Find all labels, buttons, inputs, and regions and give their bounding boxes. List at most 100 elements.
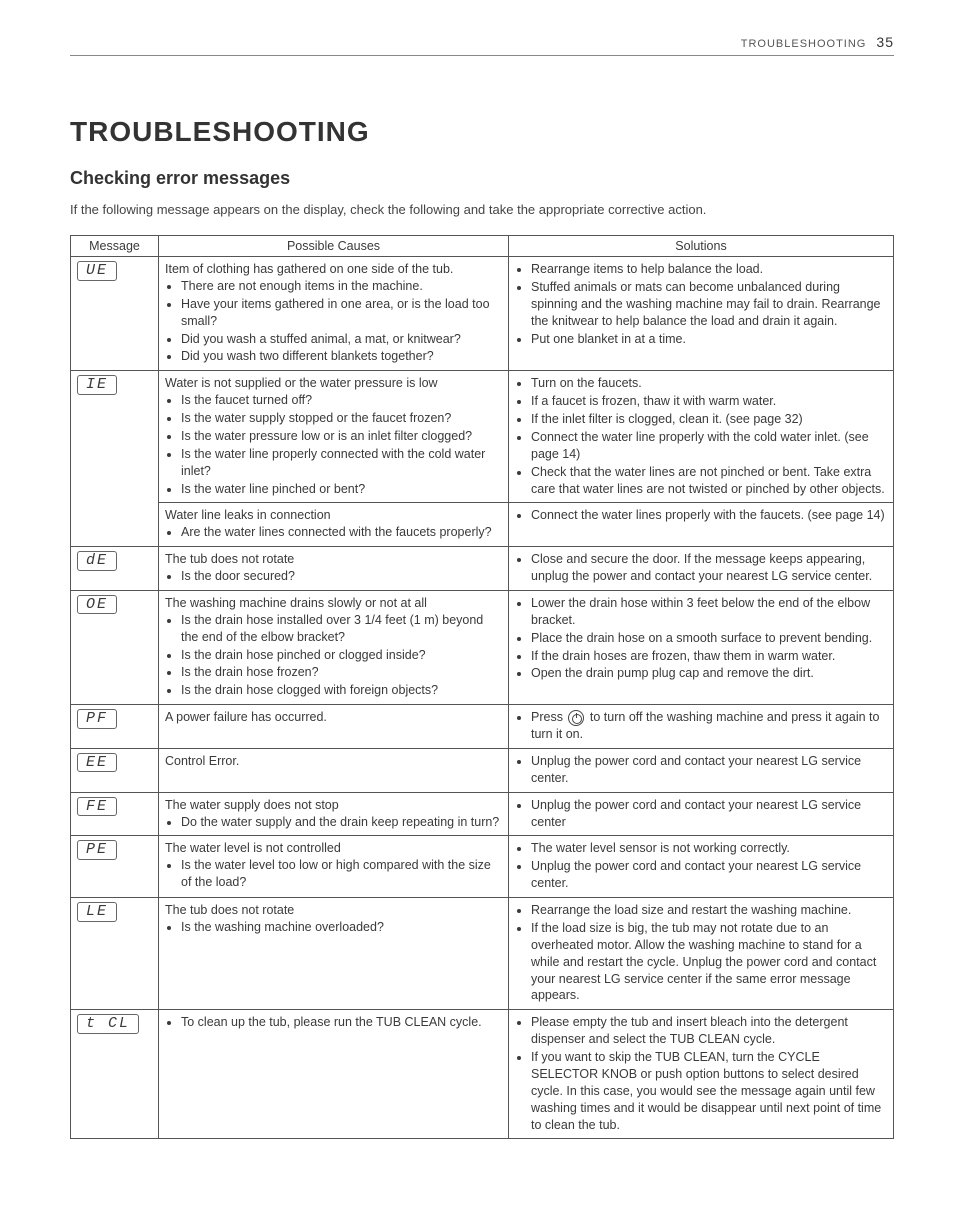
- list-item: Did you wash two different blankets toge…: [181, 348, 502, 365]
- table-row: EE Control Error. Unplug the power cord an…: [71, 748, 894, 792]
- list-item: Unplug the power cord and contact your n…: [531, 858, 887, 892]
- cause-intro: A power failure has occurred.: [165, 709, 502, 726]
- list-item: If a faucet is frozen, thaw it with warm…: [531, 393, 887, 410]
- list-item: Place the drain hose on a smooth surface…: [531, 630, 887, 647]
- error-code: UE: [77, 261, 117, 281]
- header-section: TROUBLESHOOTING: [741, 38, 867, 50]
- cause-intro: The tub does not rotate: [165, 551, 502, 568]
- cause-cell: The water level is not controlledIs the …: [159, 836, 509, 898]
- message-cell: UE: [71, 257, 159, 371]
- col-solutions: Solutions: [509, 236, 894, 257]
- message-cell: PF: [71, 705, 159, 749]
- list-item: The water level sensor is not working co…: [531, 840, 887, 857]
- table-row: UE Item of clothing has gathered on one s…: [71, 257, 894, 371]
- list-item: Open the drain pump plug cap and remove …: [531, 665, 887, 682]
- list-item: If the load size is big, the tub may not…: [531, 920, 887, 1004]
- table-row: IE Water is not supplied or the water pre…: [71, 371, 894, 503]
- cause-intro: Item of clothing has gathered on one sid…: [165, 261, 502, 278]
- message-cell: OE: [71, 590, 159, 704]
- cause-intro: The tub does not rotate: [165, 902, 502, 919]
- table-row: PF A power failure has occurred. Press to …: [71, 705, 894, 749]
- list-item: Please empty the tub and insert bleach i…: [531, 1014, 887, 1048]
- table-row: Water line leaks in connectionAre the wa…: [71, 503, 894, 547]
- running-header: TROUBLESHOOTING 35: [741, 34, 894, 50]
- message-cell: PE: [71, 836, 159, 898]
- page-number: 35: [876, 34, 894, 50]
- list-item: Is the water pressure low or is an inlet…: [181, 428, 502, 445]
- table-row: t CLTo clean up the tub, please run the …: [71, 1010, 894, 1139]
- cause-cell: The washing machine drains slowly or not…: [159, 590, 509, 704]
- list-item: Press to turn off the washing machine an…: [531, 709, 887, 743]
- table-header-row: Message Possible Causes Solutions: [71, 236, 894, 257]
- list-item: To clean up the tub, please run the TUB …: [181, 1014, 502, 1031]
- solution-cell: Unplug the power cord and contact your n…: [509, 792, 894, 836]
- message-cell: EE: [71, 748, 159, 792]
- page-title: TROUBLESHOOTING: [70, 116, 894, 148]
- list-item: Check that the water lines are not pinch…: [531, 464, 887, 498]
- cause-cell: Control Error.: [159, 748, 509, 792]
- solution-cell: Turn on the faucets.If a faucet is froze…: [509, 371, 894, 503]
- solution-cell: Connect the water lines properly with th…: [509, 503, 894, 547]
- cause-intro: Control Error.: [165, 753, 502, 770]
- list-item: Unplug the power cord and contact your n…: [531, 797, 887, 831]
- table-row: FEThe water supply does not stopDo the w…: [71, 792, 894, 836]
- error-code: IE: [77, 375, 117, 395]
- list-item: Close and secure the door. If the messag…: [531, 551, 887, 585]
- list-item: Is the washing machine overloaded?: [181, 919, 502, 936]
- solution-cell: Rearrange the load size and restart the …: [509, 898, 894, 1010]
- solution-cell: Press to turn off the washing machine an…: [509, 705, 894, 749]
- list-item: Unplug the power cord and contact your n…: [531, 753, 887, 787]
- table-row: dE The tub does not rotateIs the door sec…: [71, 547, 894, 591]
- section-subtitle: Checking error messages: [70, 168, 894, 189]
- cause-cell: Water line leaks in connectionAre the wa…: [159, 503, 509, 547]
- table-row: OE The washing machine drains slowly or n…: [71, 590, 894, 704]
- list-item: Do the water supply and the drain keep r…: [181, 814, 502, 831]
- list-item: Put one blanket in at a time.: [531, 331, 887, 348]
- solution-cell: Please empty the tub and insert bleach i…: [509, 1010, 894, 1139]
- list-item: Is the drain hose frozen?: [181, 664, 502, 681]
- solution-cell: Rearrange items to help balance the load…: [509, 257, 894, 371]
- cause-intro: The water level is not controlled: [165, 840, 502, 857]
- power-icon: [568, 710, 584, 726]
- table-row: LE The tub does not rotateIs the washing …: [71, 898, 894, 1010]
- message-cell: LE: [71, 898, 159, 1010]
- list-item: Did you wash a stuffed animal, a mat, or…: [181, 331, 502, 348]
- list-item: If you want to skip the TUB CLEAN, turn …: [531, 1049, 887, 1133]
- list-item: Is the water line pinched or bent?: [181, 481, 502, 498]
- error-code: PE: [77, 840, 117, 860]
- list-item: Is the water line properly connected wit…: [181, 446, 502, 480]
- list-item: Are the water lines connected with the f…: [181, 524, 502, 541]
- solution-cell: Unplug the power cord and contact your n…: [509, 748, 894, 792]
- message-cell: dE: [71, 547, 159, 591]
- cause-cell: The tub does not rotateIs the washing ma…: [159, 898, 509, 1010]
- list-item: If the inlet filter is clogged, clean it…: [531, 411, 887, 428]
- message-cell: FE: [71, 792, 159, 836]
- list-item: Connect the water lines properly with th…: [531, 507, 887, 524]
- col-message: Message: [71, 236, 159, 257]
- cause-intro: Water is not supplied or the water press…: [165, 375, 502, 392]
- list-item: Is the door secured?: [181, 568, 502, 585]
- table-row: PE The water level is not controlledIs th…: [71, 836, 894, 898]
- solution-cell: Lower the drain hose within 3 feet below…: [509, 590, 894, 704]
- cause-cell: The water supply does not stopDo the wat…: [159, 792, 509, 836]
- list-item: Is the drain hose installed over 3 1/4 f…: [181, 612, 502, 646]
- list-item: Is the water level too low or high compa…: [181, 857, 502, 891]
- message-cell: IE: [71, 371, 159, 547]
- list-item: Is the drain hose clogged with foreign o…: [181, 682, 502, 699]
- list-item: Connect the water line properly with the…: [531, 429, 887, 463]
- list-item: Is the drain hose pinched or clogged ins…: [181, 647, 502, 664]
- solution-cell: Close and secure the door. If the messag…: [509, 547, 894, 591]
- list-item: Lower the drain hose within 3 feet below…: [531, 595, 887, 629]
- error-code: OE: [77, 595, 117, 615]
- error-code: dE: [77, 551, 117, 571]
- list-item: Have your items gathered in one area, or…: [181, 296, 502, 330]
- list-item: Turn on the faucets.: [531, 375, 887, 392]
- list-item: There are not enough items in the machin…: [181, 278, 502, 295]
- list-item: Is the water supply stopped or the fauce…: [181, 410, 502, 427]
- error-table: Message Possible Causes Solutions UE Item…: [70, 235, 894, 1139]
- list-item: Stuffed animals or mats can become unbal…: [531, 279, 887, 330]
- page: TROUBLESHOOTING 35 ENGLISH TROUBLESHOOTI…: [0, 0, 954, 1228]
- intro-text: If the following message appears on the …: [70, 202, 894, 217]
- solution-cell: The water level sensor is not working co…: [509, 836, 894, 898]
- error-code: LE: [77, 902, 117, 922]
